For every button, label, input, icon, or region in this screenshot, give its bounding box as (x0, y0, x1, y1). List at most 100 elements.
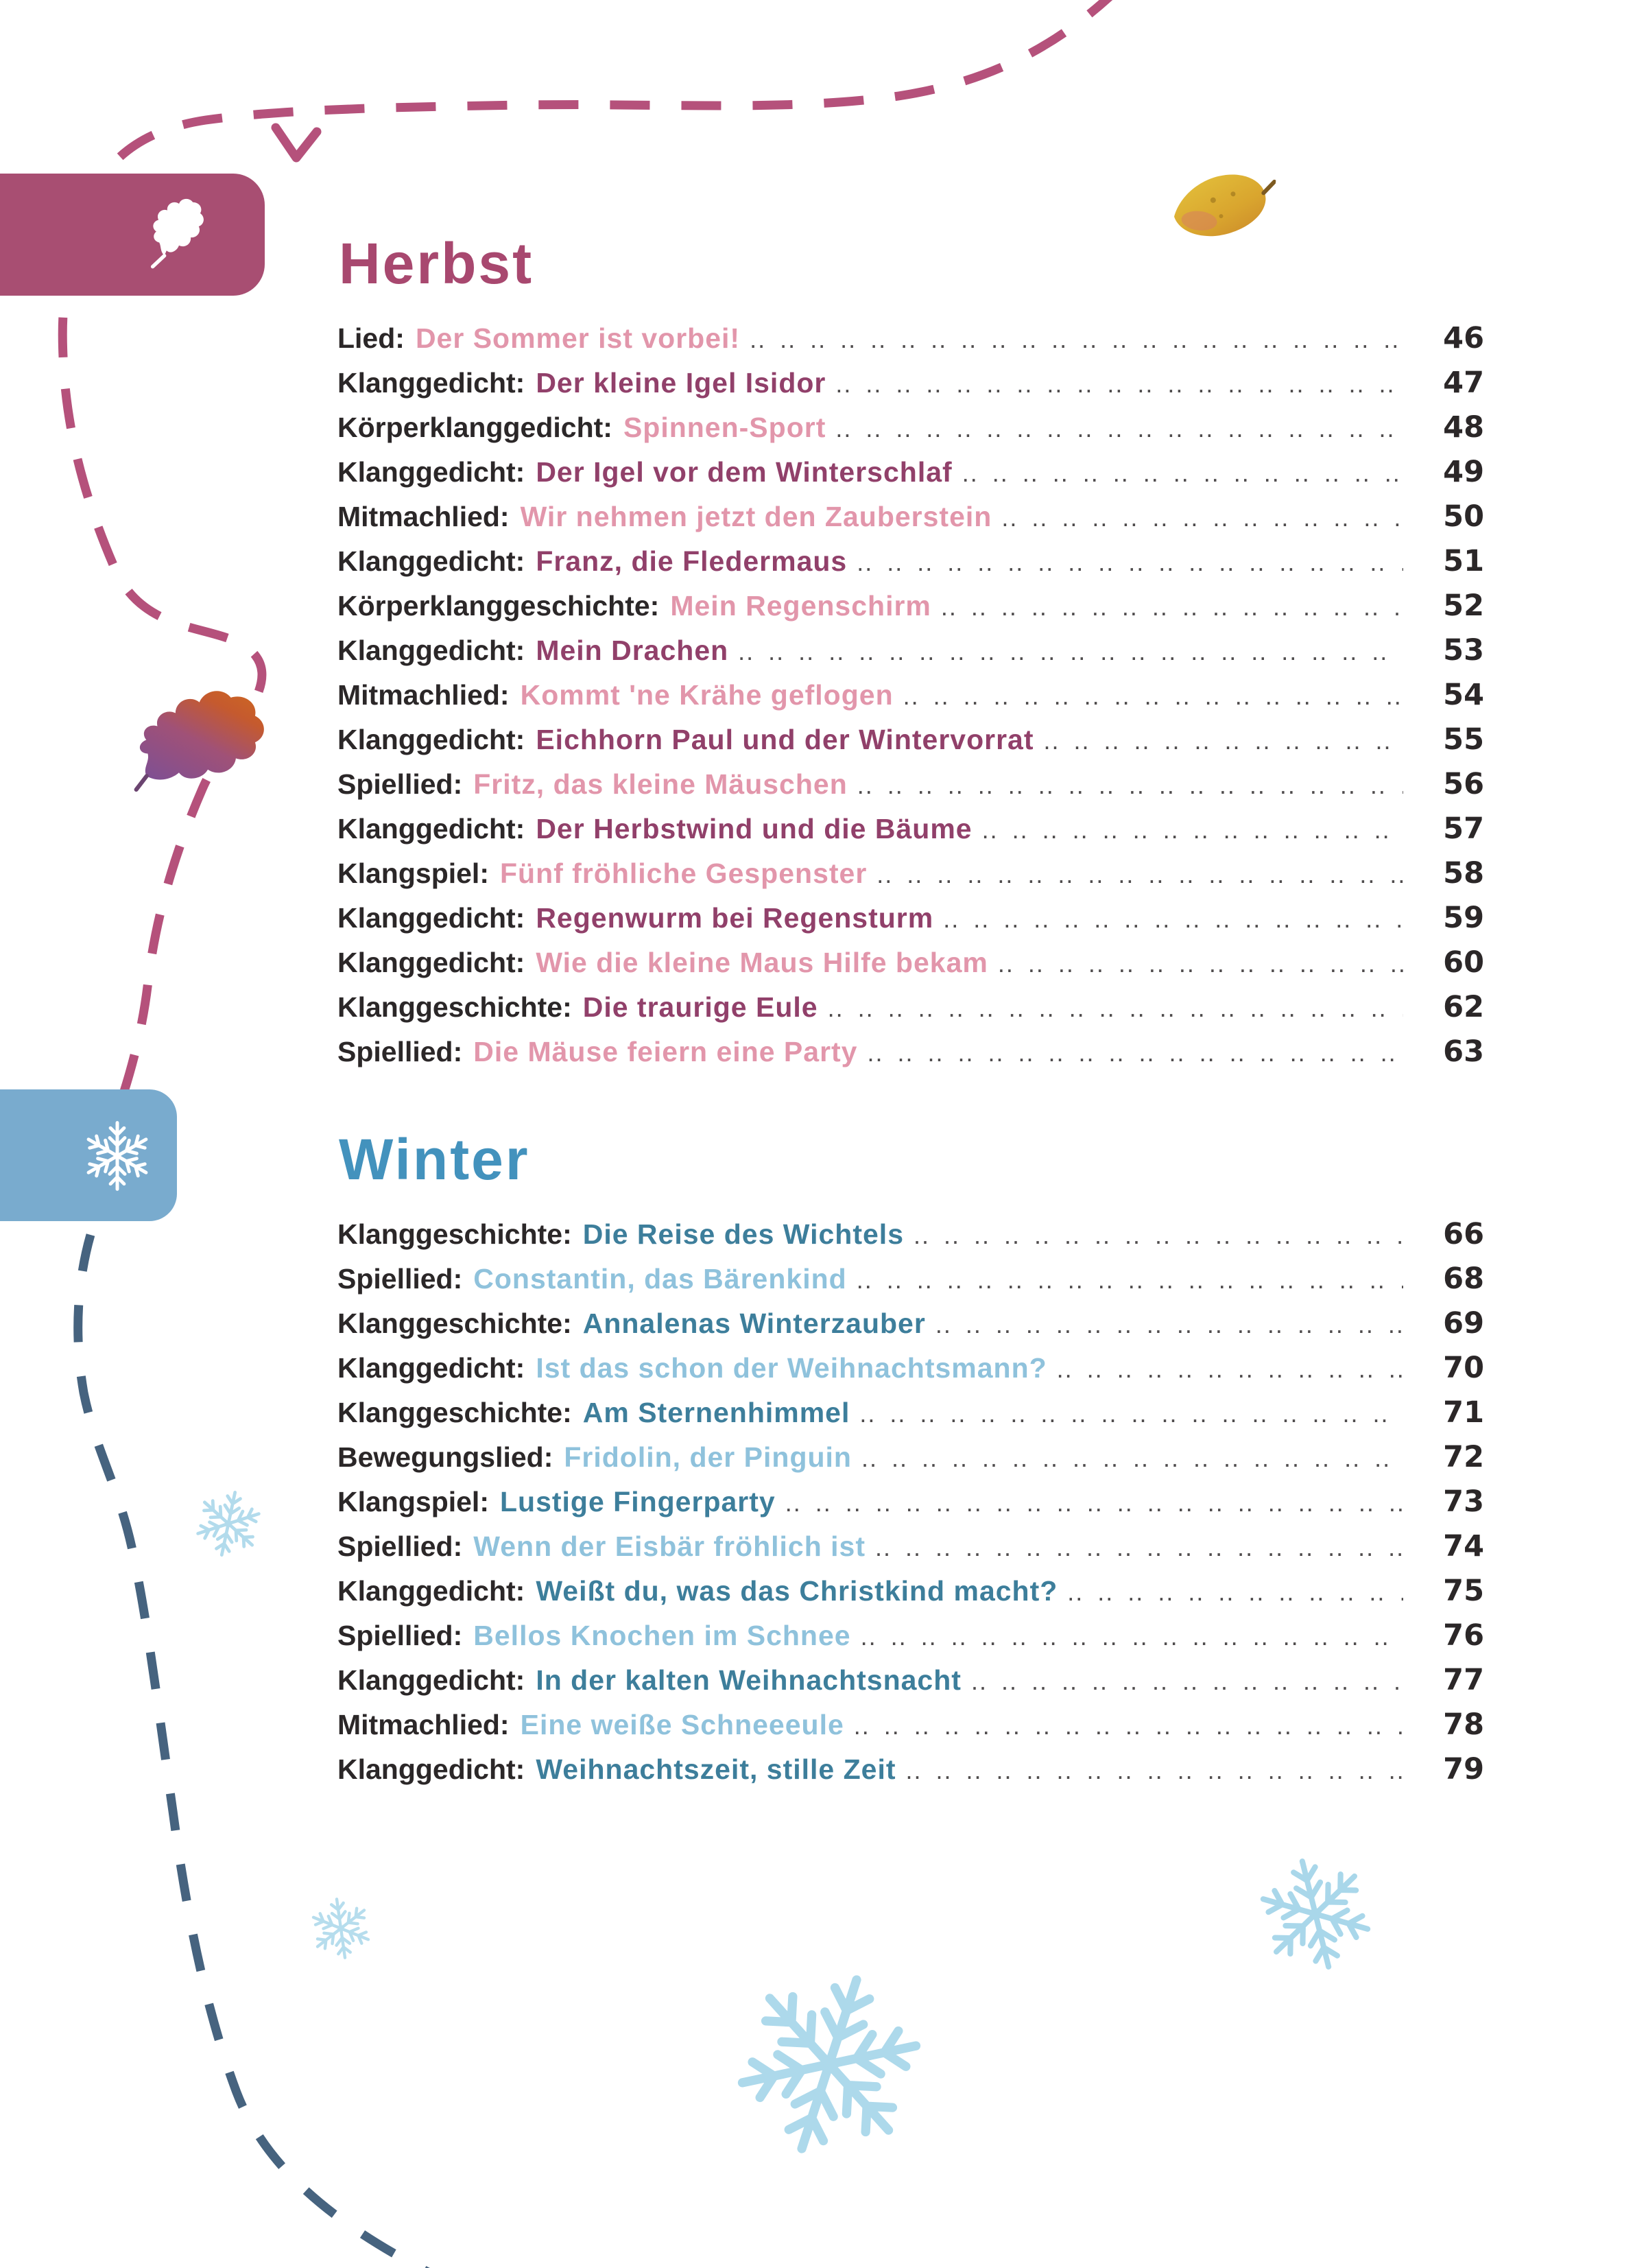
toc-entry: Spiellied: Wenn der Eisbär fröhlich ist … (337, 1524, 1484, 1569)
purple-orange-oak-leaf (134, 691, 264, 792)
entry-page-number: 49 (1443, 455, 1484, 489)
entry-title: Mein Regenschirm (670, 590, 931, 622)
entry-type-label: Körperklanggeschichte: (337, 590, 660, 622)
dotted-leader (982, 807, 1403, 852)
entry-type-label: Mitmachlied: (337, 679, 510, 711)
entry-title: Weißt du, was das Christkind macht? (536, 1575, 1058, 1607)
winter-entry-list: Klanggeschichte: Die Reise des Wichtels … (337, 1212, 1484, 1792)
entry-type-label: Klanggedicht: (337, 456, 525, 488)
entry-type-label: Klanggeschichte: (337, 1218, 572, 1250)
herbst-heading: Herbst (339, 231, 534, 296)
toc-entry: Körperklanggedicht: Spinnen-Sport 48 (337, 405, 1484, 450)
entry-type-label: Spiellied: (337, 1620, 463, 1651)
dotted-leader (914, 1213, 1403, 1257)
toc-entry: Spiellied: Constantin, das Bärenkind 68 (337, 1257, 1484, 1301)
entry-page-number: 78 (1443, 1708, 1484, 1742)
entry-title: Wie die kleine Maus Hilfe bekam (536, 947, 988, 978)
entry-page-number: 72 (1443, 1440, 1484, 1474)
entry-title: Fünf fröhliche Gespenster (499, 858, 868, 889)
entry-page-number: 69 (1443, 1306, 1484, 1340)
entry-title: Der Igel vor dem Winterschlaf (536, 456, 953, 488)
entry-title: Wenn der Eisbär fröhlich ist (473, 1531, 866, 1562)
dotted-leader (943, 897, 1403, 941)
entry-title: Annalenas Winterzauber (582, 1308, 926, 1339)
dotted-leader (971, 1659, 1403, 1703)
entry-page-number: 53 (1443, 633, 1484, 668)
toc-entry: Spiellied: Fritz, das kleine Mäuschen 56 (337, 762, 1484, 807)
entry-page-number: 57 (1443, 812, 1484, 846)
entry-title: Der Herbstwind und die Bäume (536, 813, 973, 844)
entry-title: Fridolin, der Pinguin (564, 1441, 852, 1473)
entry-title: Wir nehmen jetzt den Zauberstein (520, 501, 992, 532)
entry-page-number: 66 (1443, 1217, 1484, 1251)
entry-title: Der Sommer ist vorbei! (415, 322, 741, 354)
toc-entry: Klanggedicht: Regenwurm bei Regensturm 5… (337, 896, 1484, 941)
entry-type-label: Klanggedicht: (337, 902, 525, 934)
toc-entry: Spiellied: Die Mäuse feiern eine Party 6… (337, 1030, 1484, 1074)
dotted-leader (859, 1391, 1403, 1436)
entry-page-number: 51 (1443, 544, 1484, 578)
toc-entry: Klanggedicht: Franz, die Fledermaus 51 (337, 539, 1484, 584)
entry-type-label: Bewegungslied: (337, 1441, 553, 1473)
entry-type-label: Klanggedicht: (337, 947, 525, 978)
entry-type-label: Klanggedicht: (337, 1575, 525, 1607)
dotted-leader (738, 629, 1403, 674)
entry-type-label: Spiellied: (337, 768, 463, 800)
snowflake-icon (303, 1891, 379, 1967)
entry-page-number: 62 (1443, 990, 1484, 1024)
entry-page-number: 75 (1443, 1574, 1484, 1608)
entry-page-number: 48 (1443, 410, 1484, 445)
toc-entry: Mitmachlied: Eine weiße Schneeeule 78 (337, 1703, 1484, 1747)
winter-heading: Winter (339, 1127, 530, 1192)
dotted-leader (857, 1257, 1403, 1302)
toc-entry: Klangspiel: Lustige Fingerparty 73 (337, 1480, 1484, 1524)
entry-page-number: 76 (1443, 1618, 1484, 1653)
entry-type-label: Klanggeschichte: (337, 991, 572, 1023)
entry-title: Die traurige Eule (582, 991, 818, 1023)
entry-page-number: 77 (1443, 1663, 1484, 1697)
entry-page-number: 74 (1443, 1529, 1484, 1563)
entry-title: Lustige Fingerparty (499, 1486, 776, 1517)
toc-entry: Klanggedicht: In der kalten Weihnachtsna… (337, 1658, 1484, 1703)
entry-type-label: Spiellied: (337, 1531, 463, 1562)
entry-page-number: 58 (1443, 856, 1484, 890)
toc-entry: Klanggedicht: Wie die kleine Maus Hilfe … (337, 941, 1484, 985)
entry-type-label: Klangspiel: (337, 858, 489, 889)
entry-page-number: 68 (1443, 1262, 1484, 1296)
herbst-section-tab (0, 174, 265, 296)
toc-entry: Spiellied: Bellos Knochen im Schnee 76 (337, 1614, 1484, 1658)
snowflake-icon (185, 1480, 272, 1567)
entry-title: Eichhorn Paul und der Wintervorrat (536, 724, 1034, 755)
entry-type-label: Klanggedicht: (337, 545, 525, 577)
entry-type-label: Klanggedicht: (337, 1352, 525, 1384)
dotted-leader (857, 763, 1403, 807)
toc-entry: Klanggeschichte: Die traurige Eule 62 (337, 985, 1484, 1030)
dotted-leader (906, 1748, 1403, 1793)
snowflake-icon (80, 1118, 155, 1194)
toc-entry: Klanggedicht: Der Herbstwind und die Bäu… (337, 807, 1484, 851)
dotted-leader (861, 1436, 1403, 1480)
entry-page-number: 47 (1443, 366, 1484, 400)
entry-type-label: Klanggedicht: (337, 1664, 525, 1696)
entry-page-number: 46 (1443, 321, 1484, 355)
entry-page-number: 71 (1443, 1395, 1484, 1430)
entry-title: Die Mäuse feiern eine Party (473, 1036, 858, 1067)
toc-entry: Klanggedicht: Ist das schon der Weihnach… (337, 1346, 1484, 1391)
entry-page-number: 73 (1443, 1485, 1484, 1519)
entry-title: Kommt 'ne Krähe geflogen (520, 679, 894, 711)
oak-leaf-icon (150, 198, 204, 269)
entry-type-label: Klanggeschichte: (337, 1308, 572, 1339)
entry-type-label: Spiellied: (337, 1036, 463, 1067)
dotted-leader (1001, 495, 1403, 540)
toc-entry: Klanggeschichte: Annalenas Winterzauber … (337, 1301, 1484, 1346)
dotted-leader (935, 1302, 1403, 1347)
entry-title: In der kalten Weihnachtsnacht (536, 1664, 962, 1696)
entry-title: Die Reise des Wichtels (582, 1218, 904, 1250)
entry-type-label: Klanggedicht: (337, 813, 525, 844)
dotted-leader (868, 1030, 1404, 1075)
toc-entry: Klanggedicht: Weißt du, was das Christki… (337, 1569, 1484, 1614)
entry-title: Constantin, das Bärenkind (473, 1263, 847, 1295)
entry-title: Regenwurm bei Regensturm (536, 902, 934, 934)
toc-entry: Mitmachlied: Kommt 'ne Krähe geflogen 54 (337, 673, 1484, 718)
